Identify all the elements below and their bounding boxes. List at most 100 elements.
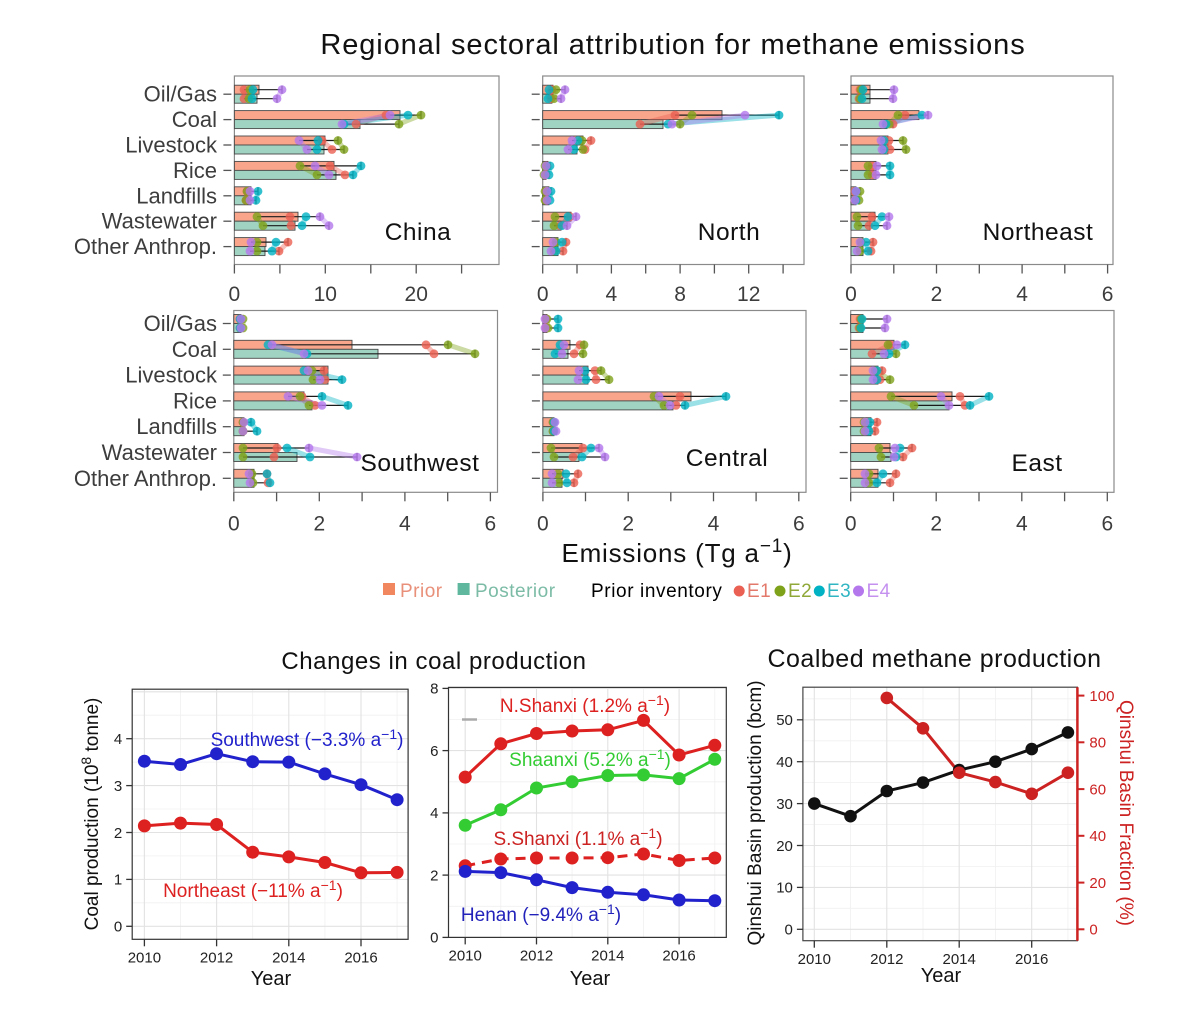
svg-text:8: 8 bbox=[674, 283, 686, 306]
svg-text:2012: 2012 bbox=[520, 948, 553, 965]
svg-text:0: 0 bbox=[785, 922, 793, 939]
svg-text:Year: Year bbox=[251, 968, 292, 990]
svg-text:East: East bbox=[1011, 450, 1062, 477]
svg-text:2014: 2014 bbox=[272, 950, 305, 967]
svg-text:20: 20 bbox=[1089, 875, 1106, 892]
svg-text:2: 2 bbox=[114, 825, 122, 842]
svg-text:Other Anthrop.: Other Anthrop. bbox=[74, 466, 217, 491]
svg-text:0: 0 bbox=[845, 283, 857, 306]
svg-text:Oil/Gas: Oil/Gas bbox=[144, 82, 217, 107]
svg-text:10: 10 bbox=[776, 880, 793, 897]
svg-text:20: 20 bbox=[776, 838, 793, 855]
svg-text:2010: 2010 bbox=[128, 950, 161, 967]
svg-text:Southwest: Southwest bbox=[361, 450, 480, 477]
svg-text:Prior: Prior bbox=[400, 581, 443, 602]
svg-text:2010: 2010 bbox=[798, 951, 831, 968]
svg-text:Qinshui Basin production (bcm): Qinshui Basin production (bcm) bbox=[745, 680, 766, 945]
svg-text:S.Shanxi (1.1% a−1): S.Shanxi (1.1% a−1) bbox=[493, 825, 662, 850]
svg-text:Wastewater: Wastewater bbox=[102, 440, 217, 465]
svg-text:6: 6 bbox=[485, 512, 497, 535]
svg-text:Coalbed methane production: Coalbed methane production bbox=[767, 645, 1101, 673]
svg-text:2: 2 bbox=[931, 283, 943, 306]
svg-text:2: 2 bbox=[622, 512, 634, 535]
svg-text:0: 0 bbox=[229, 283, 241, 306]
svg-text:Coal production (108 tonne): Coal production (108 tonne) bbox=[78, 698, 103, 931]
svg-text:N.Shanxi (1.2% a−1): N.Shanxi (1.2% a−1) bbox=[500, 692, 670, 717]
svg-text:Rice: Rice bbox=[173, 388, 217, 413]
svg-text:0: 0 bbox=[845, 512, 857, 535]
svg-text:Year: Year bbox=[921, 965, 962, 987]
svg-text:E4: E4 bbox=[867, 581, 891, 602]
svg-text:0: 0 bbox=[430, 930, 438, 947]
svg-text:6: 6 bbox=[793, 512, 805, 535]
svg-text:Landfills: Landfills bbox=[136, 414, 217, 439]
svg-text:80: 80 bbox=[1089, 735, 1106, 752]
svg-text:30: 30 bbox=[776, 796, 793, 813]
svg-text:4: 4 bbox=[1016, 512, 1028, 535]
svg-text:Regional sectoral attribution: Regional sectoral attribution for methan… bbox=[320, 29, 1025, 61]
svg-text:4: 4 bbox=[399, 512, 411, 535]
svg-text:0: 0 bbox=[114, 919, 122, 936]
svg-text:60: 60 bbox=[1089, 781, 1106, 798]
svg-text:Northeast: Northeast bbox=[983, 219, 1094, 246]
svg-text:2012: 2012 bbox=[200, 950, 233, 967]
svg-text:6: 6 bbox=[1101, 512, 1113, 535]
svg-text:Central: Central bbox=[686, 445, 768, 472]
svg-text:Livestock: Livestock bbox=[125, 133, 218, 158]
svg-text:0: 0 bbox=[228, 512, 240, 535]
svg-text:20: 20 bbox=[405, 283, 428, 306]
svg-text:North: North bbox=[698, 219, 760, 246]
svg-text:Henan (−9.4% a−1): Henan (−9.4% a−1) bbox=[461, 901, 621, 926]
svg-text:China: China bbox=[385, 219, 452, 246]
svg-text:Qinshui Basin Fraction (%): Qinshui Basin Fraction (%) bbox=[1115, 700, 1136, 926]
svg-text:2012: 2012 bbox=[870, 951, 903, 968]
svg-text:2016: 2016 bbox=[344, 950, 377, 967]
svg-text:1: 1 bbox=[114, 872, 122, 889]
svg-text:Livestock: Livestock bbox=[125, 363, 218, 388]
svg-text:0: 0 bbox=[537, 512, 549, 535]
svg-text:2010: 2010 bbox=[449, 948, 482, 965]
svg-text:Wastewater: Wastewater bbox=[102, 209, 217, 234]
svg-text:E1: E1 bbox=[747, 581, 771, 602]
svg-text:Oil/Gas: Oil/Gas bbox=[144, 311, 217, 336]
svg-text:0: 0 bbox=[1089, 922, 1097, 939]
svg-text:Landfills: Landfills bbox=[136, 183, 217, 208]
svg-text:Emissions (Tg a−1): Emissions (Tg a−1) bbox=[561, 536, 792, 568]
svg-text:2: 2 bbox=[313, 512, 325, 535]
svg-text:12: 12 bbox=[737, 283, 760, 306]
svg-text:Posterior: Posterior bbox=[475, 581, 556, 602]
svg-text:E3: E3 bbox=[827, 581, 851, 602]
svg-text:4: 4 bbox=[430, 805, 438, 822]
svg-text:2014: 2014 bbox=[943, 951, 976, 968]
svg-text:Rice: Rice bbox=[173, 158, 217, 183]
svg-text:Shaanxi (5.2% a−1): Shaanxi (5.2% a−1) bbox=[509, 746, 671, 771]
svg-text:Changes in coal production: Changes in coal production bbox=[281, 648, 586, 675]
svg-text:4: 4 bbox=[606, 283, 618, 306]
svg-text:4: 4 bbox=[1016, 283, 1028, 306]
svg-text:2: 2 bbox=[430, 867, 438, 884]
svg-text:2: 2 bbox=[930, 512, 942, 535]
svg-text:0: 0 bbox=[537, 283, 549, 306]
svg-text:6: 6 bbox=[430, 743, 438, 760]
svg-text:40: 40 bbox=[776, 754, 793, 771]
svg-text:Coal: Coal bbox=[172, 337, 217, 362]
svg-text:8: 8 bbox=[430, 681, 438, 698]
svg-text:100: 100 bbox=[1089, 688, 1114, 705]
svg-text:4: 4 bbox=[114, 731, 122, 748]
svg-text:2014: 2014 bbox=[591, 948, 624, 965]
svg-text:E2: E2 bbox=[788, 581, 812, 602]
svg-text:40: 40 bbox=[1089, 828, 1106, 845]
svg-text:2016: 2016 bbox=[1015, 951, 1048, 968]
svg-text:4: 4 bbox=[708, 512, 720, 535]
svg-text:10: 10 bbox=[314, 283, 337, 306]
svg-text:Northeast (−11% a−1): Northeast (−11% a−1) bbox=[163, 877, 343, 902]
svg-text:Prior inventory: Prior inventory bbox=[591, 581, 723, 602]
svg-text:50: 50 bbox=[776, 712, 793, 729]
svg-text:3: 3 bbox=[114, 778, 122, 795]
svg-text:2016: 2016 bbox=[662, 948, 695, 965]
svg-text:Year: Year bbox=[570, 968, 611, 990]
svg-text:Southwest (−3.3% a−1): Southwest (−3.3% a−1) bbox=[211, 726, 404, 751]
svg-text:6: 6 bbox=[1102, 283, 1114, 306]
svg-text:Other Anthrop.: Other Anthrop. bbox=[74, 234, 217, 259]
svg-text:Coal: Coal bbox=[172, 107, 217, 132]
